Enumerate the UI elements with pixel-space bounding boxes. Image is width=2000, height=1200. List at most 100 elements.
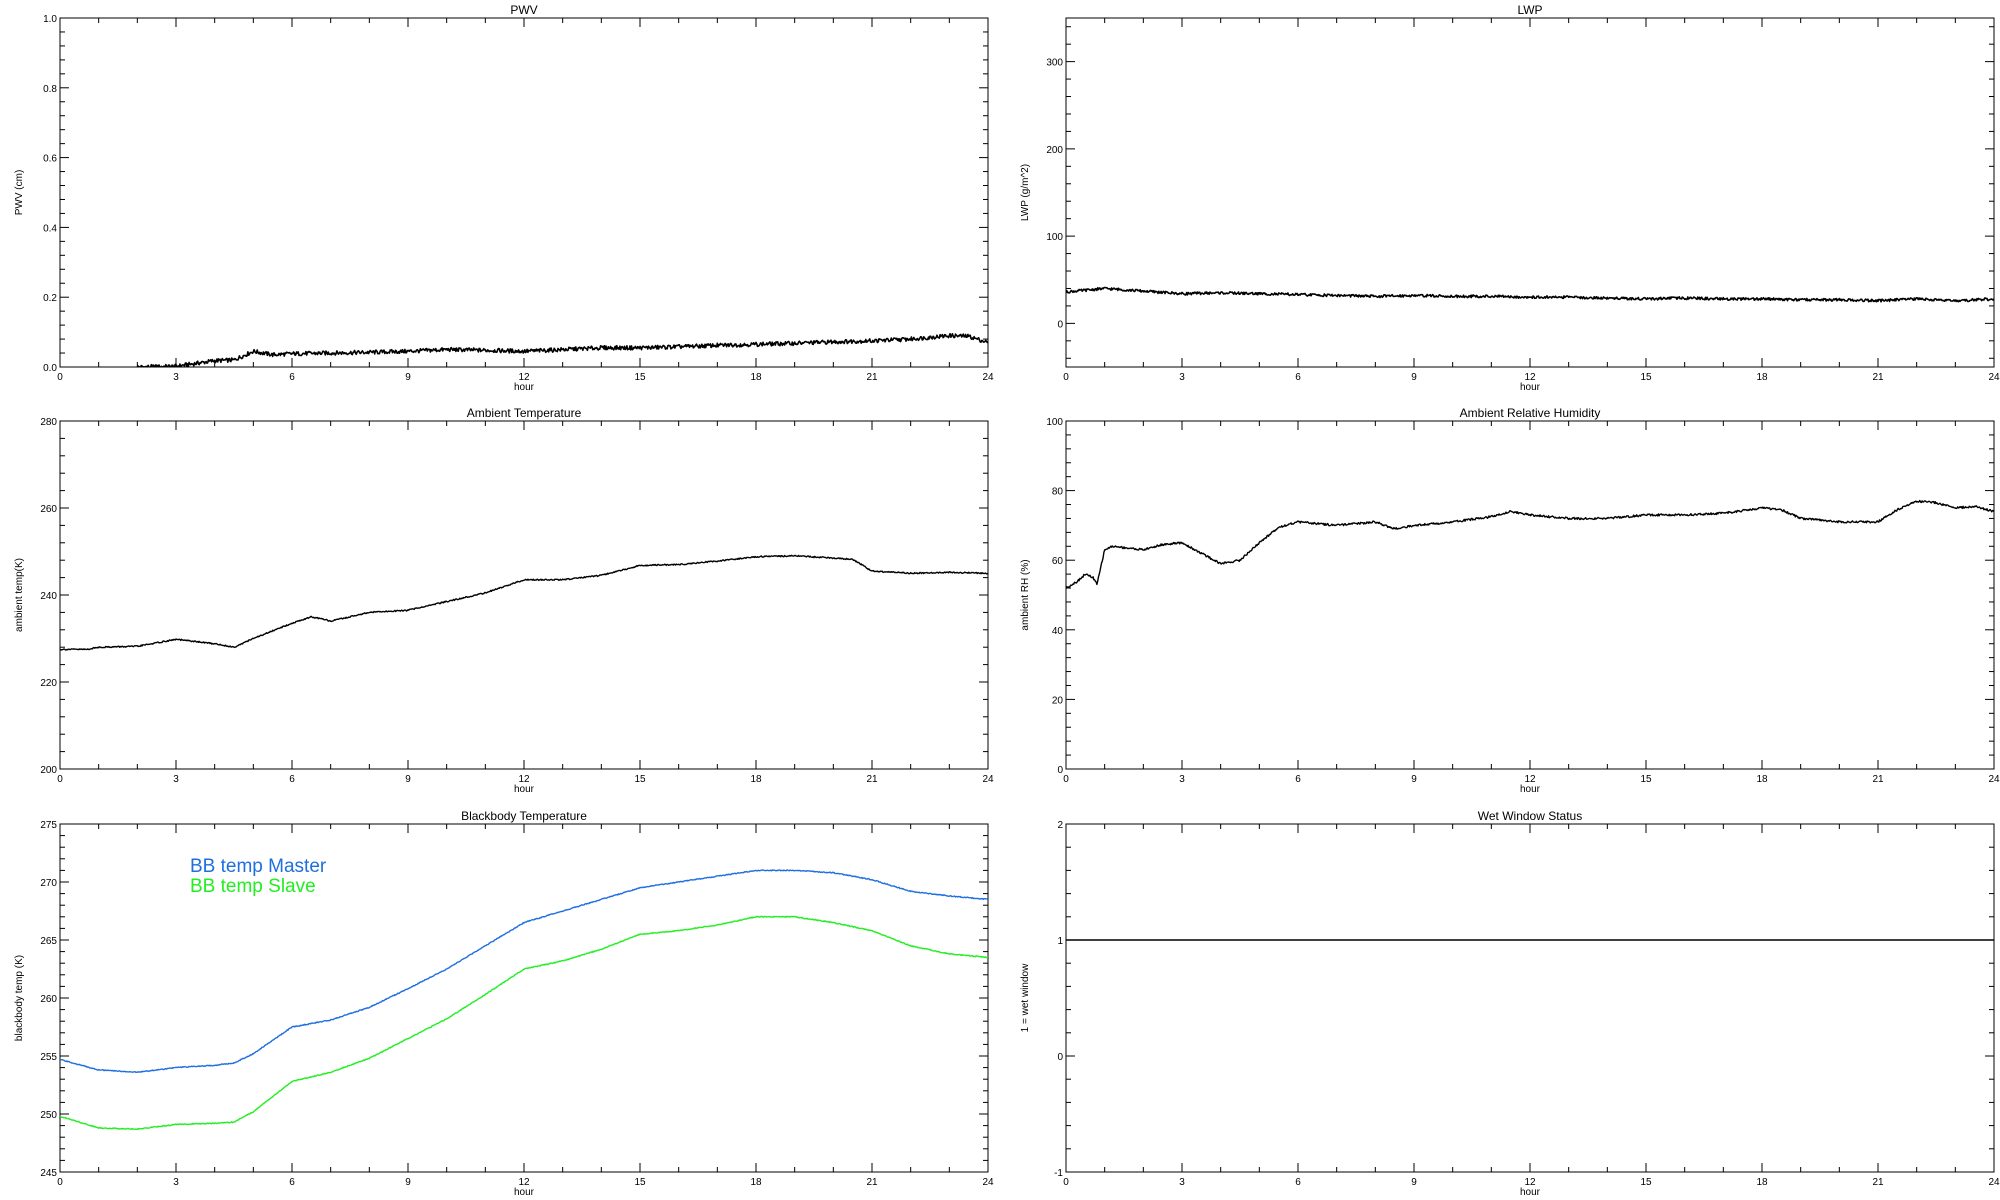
y-tick-label: 2 [1057, 820, 1063, 831]
x-tick-label: 6 [289, 774, 295, 785]
x-tick-label: 0 [57, 774, 63, 785]
x-tick-label: 0 [57, 1177, 63, 1188]
x-tick-label: 12 [1524, 774, 1536, 785]
x-tick-label: 9 [405, 372, 411, 383]
x-tick-label: 21 [1872, 774, 1884, 785]
x-tick-label: 0 [1063, 1177, 1069, 1188]
plot-frame [1065, 823, 1995, 1173]
x-tick-label: 3 [173, 372, 179, 383]
plot-frame [59, 420, 989, 770]
y-axis-label: blackbody temp (K) [14, 955, 25, 1041]
x-tick-label: 12 [1524, 372, 1536, 383]
x-tick-label: 3 [1179, 1177, 1185, 1188]
y-tick-label: 220 [40, 678, 57, 689]
x-tick-label: 18 [1756, 1177, 1768, 1188]
series-line-ambient-rh [1066, 499, 1994, 589]
y-tick-label: 260 [40, 994, 57, 1005]
x-tick-label: 9 [405, 1177, 411, 1188]
x-tick-label: 18 [750, 774, 762, 785]
x-tick-label: 24 [982, 774, 994, 785]
y-tick-label: 1.0 [43, 14, 57, 25]
y-tick-label: 255 [40, 1052, 57, 1063]
plot-frame [1065, 420, 1995, 770]
x-tick-label: 9 [1411, 774, 1417, 785]
y-axis-label: ambient temp(K) [14, 558, 25, 632]
chart-ambient-rh: Ambient Relative Humidity hour ambient RH … [1020, 406, 2000, 795]
plot-frame [59, 17, 989, 368]
x-tick-label: 21 [1872, 1177, 1884, 1188]
x-tick-label: 15 [1640, 774, 1652, 785]
series-line-pwv [136, 332, 988, 367]
x-tick-label: 15 [634, 1177, 646, 1188]
x-tick-label: 6 [1295, 774, 1301, 785]
y-tick-label: 100 [1046, 232, 1063, 243]
chart-title: PWV [510, 3, 537, 17]
series-line-bb-temp-master [60, 869, 988, 1073]
x-tick-label: 21 [866, 372, 878, 383]
x-tick-label: 6 [1295, 372, 1301, 383]
y-tick-label: 0.8 [43, 84, 57, 95]
x-tick-label: 9 [1411, 372, 1417, 383]
x-tick-label: 3 [1179, 774, 1185, 785]
x-tick-label: 6 [289, 372, 295, 383]
x-tick-label: 15 [1640, 372, 1652, 383]
y-axis-label: 1 = wet window [1020, 963, 1031, 1032]
y-axis-label: LWP (g/m^2) [1020, 164, 1031, 221]
x-tick-label: 18 [750, 372, 762, 383]
x-axis-label: hour [1520, 382, 1541, 393]
chart-wet-window: Wet Window Status hour 1 = wet window 0 3 6 9 1… [1020, 809, 2000, 1198]
x-tick-label: 12 [518, 774, 530, 785]
x-tick-label: 6 [289, 1177, 295, 1188]
x-tick-label: 0 [1063, 372, 1069, 383]
plot-frame [1065, 17, 1995, 368]
x-tick-label: 24 [982, 372, 994, 383]
x-axis-label: hour [1520, 784, 1541, 795]
x-tick-label: 3 [1179, 372, 1185, 383]
x-tick-label: 21 [1872, 372, 1884, 383]
x-tick-label: 24 [1988, 774, 2000, 785]
y-tick-label: 40 [1052, 626, 1064, 637]
legend-entry: BB temp Slave [190, 876, 316, 897]
series-line-bb-temp-slave [60, 915, 988, 1130]
x-axis-label: hour [1520, 1187, 1541, 1198]
y-tick-label: 1 [1057, 936, 1063, 947]
chart-title: Wet Window Status [1478, 809, 1582, 823]
chart-title: LWP [1517, 3, 1542, 17]
x-tick-label: 15 [634, 372, 646, 383]
x-tick-label: 12 [518, 1177, 530, 1188]
y-tick-label: 300 [1046, 58, 1063, 69]
y-tick-label: 260 [40, 504, 57, 515]
x-tick-label: 0 [57, 372, 63, 383]
y-tick-label: 20 [1052, 695, 1064, 706]
y-tick-label: 0.6 [43, 154, 57, 165]
series-line-lwp [1066, 286, 1994, 303]
y-tick-label: 0.0 [43, 363, 57, 374]
y-tick-label: 80 [1052, 487, 1064, 498]
y-tick-label: 200 [1046, 145, 1063, 156]
x-axis-label: hour [514, 1187, 535, 1198]
x-tick-label: 3 [173, 1177, 179, 1188]
chart-pwv: PWV hour PWV (cm) 0 3 6 9 12 15 18 21 24 0.0 0.2 0.4 0.… [14, 3, 994, 393]
y-tick-label: 0.4 [43, 223, 57, 234]
y-tick-label: 240 [40, 591, 57, 602]
x-axis-label: hour [514, 784, 535, 795]
y-tick-label: 270 [40, 878, 57, 889]
x-tick-label: 9 [1411, 1177, 1417, 1188]
x-tick-label: 24 [982, 1177, 994, 1188]
x-tick-label: 0 [1063, 774, 1069, 785]
series-line-ambient-temp [60, 554, 988, 651]
x-tick-label: 24 [1988, 372, 2000, 383]
x-tick-label: 12 [518, 372, 530, 383]
y-tick-label: 0 [1057, 319, 1063, 330]
y-tick-label: 280 [40, 417, 57, 428]
chart-bb-temp: Blackbody Temperature hour blackbody temp … [14, 809, 994, 1198]
y-tick-label: 100 [1046, 417, 1063, 428]
x-tick-label: 18 [750, 1177, 762, 1188]
y-tick-label: 0.2 [43, 293, 57, 304]
x-tick-label: 12 [1524, 1177, 1536, 1188]
y-tick-label: -1 [1054, 1168, 1063, 1179]
x-tick-label: 21 [866, 1177, 878, 1188]
x-tick-label: 3 [173, 774, 179, 785]
x-axis-label: hour [514, 382, 535, 393]
